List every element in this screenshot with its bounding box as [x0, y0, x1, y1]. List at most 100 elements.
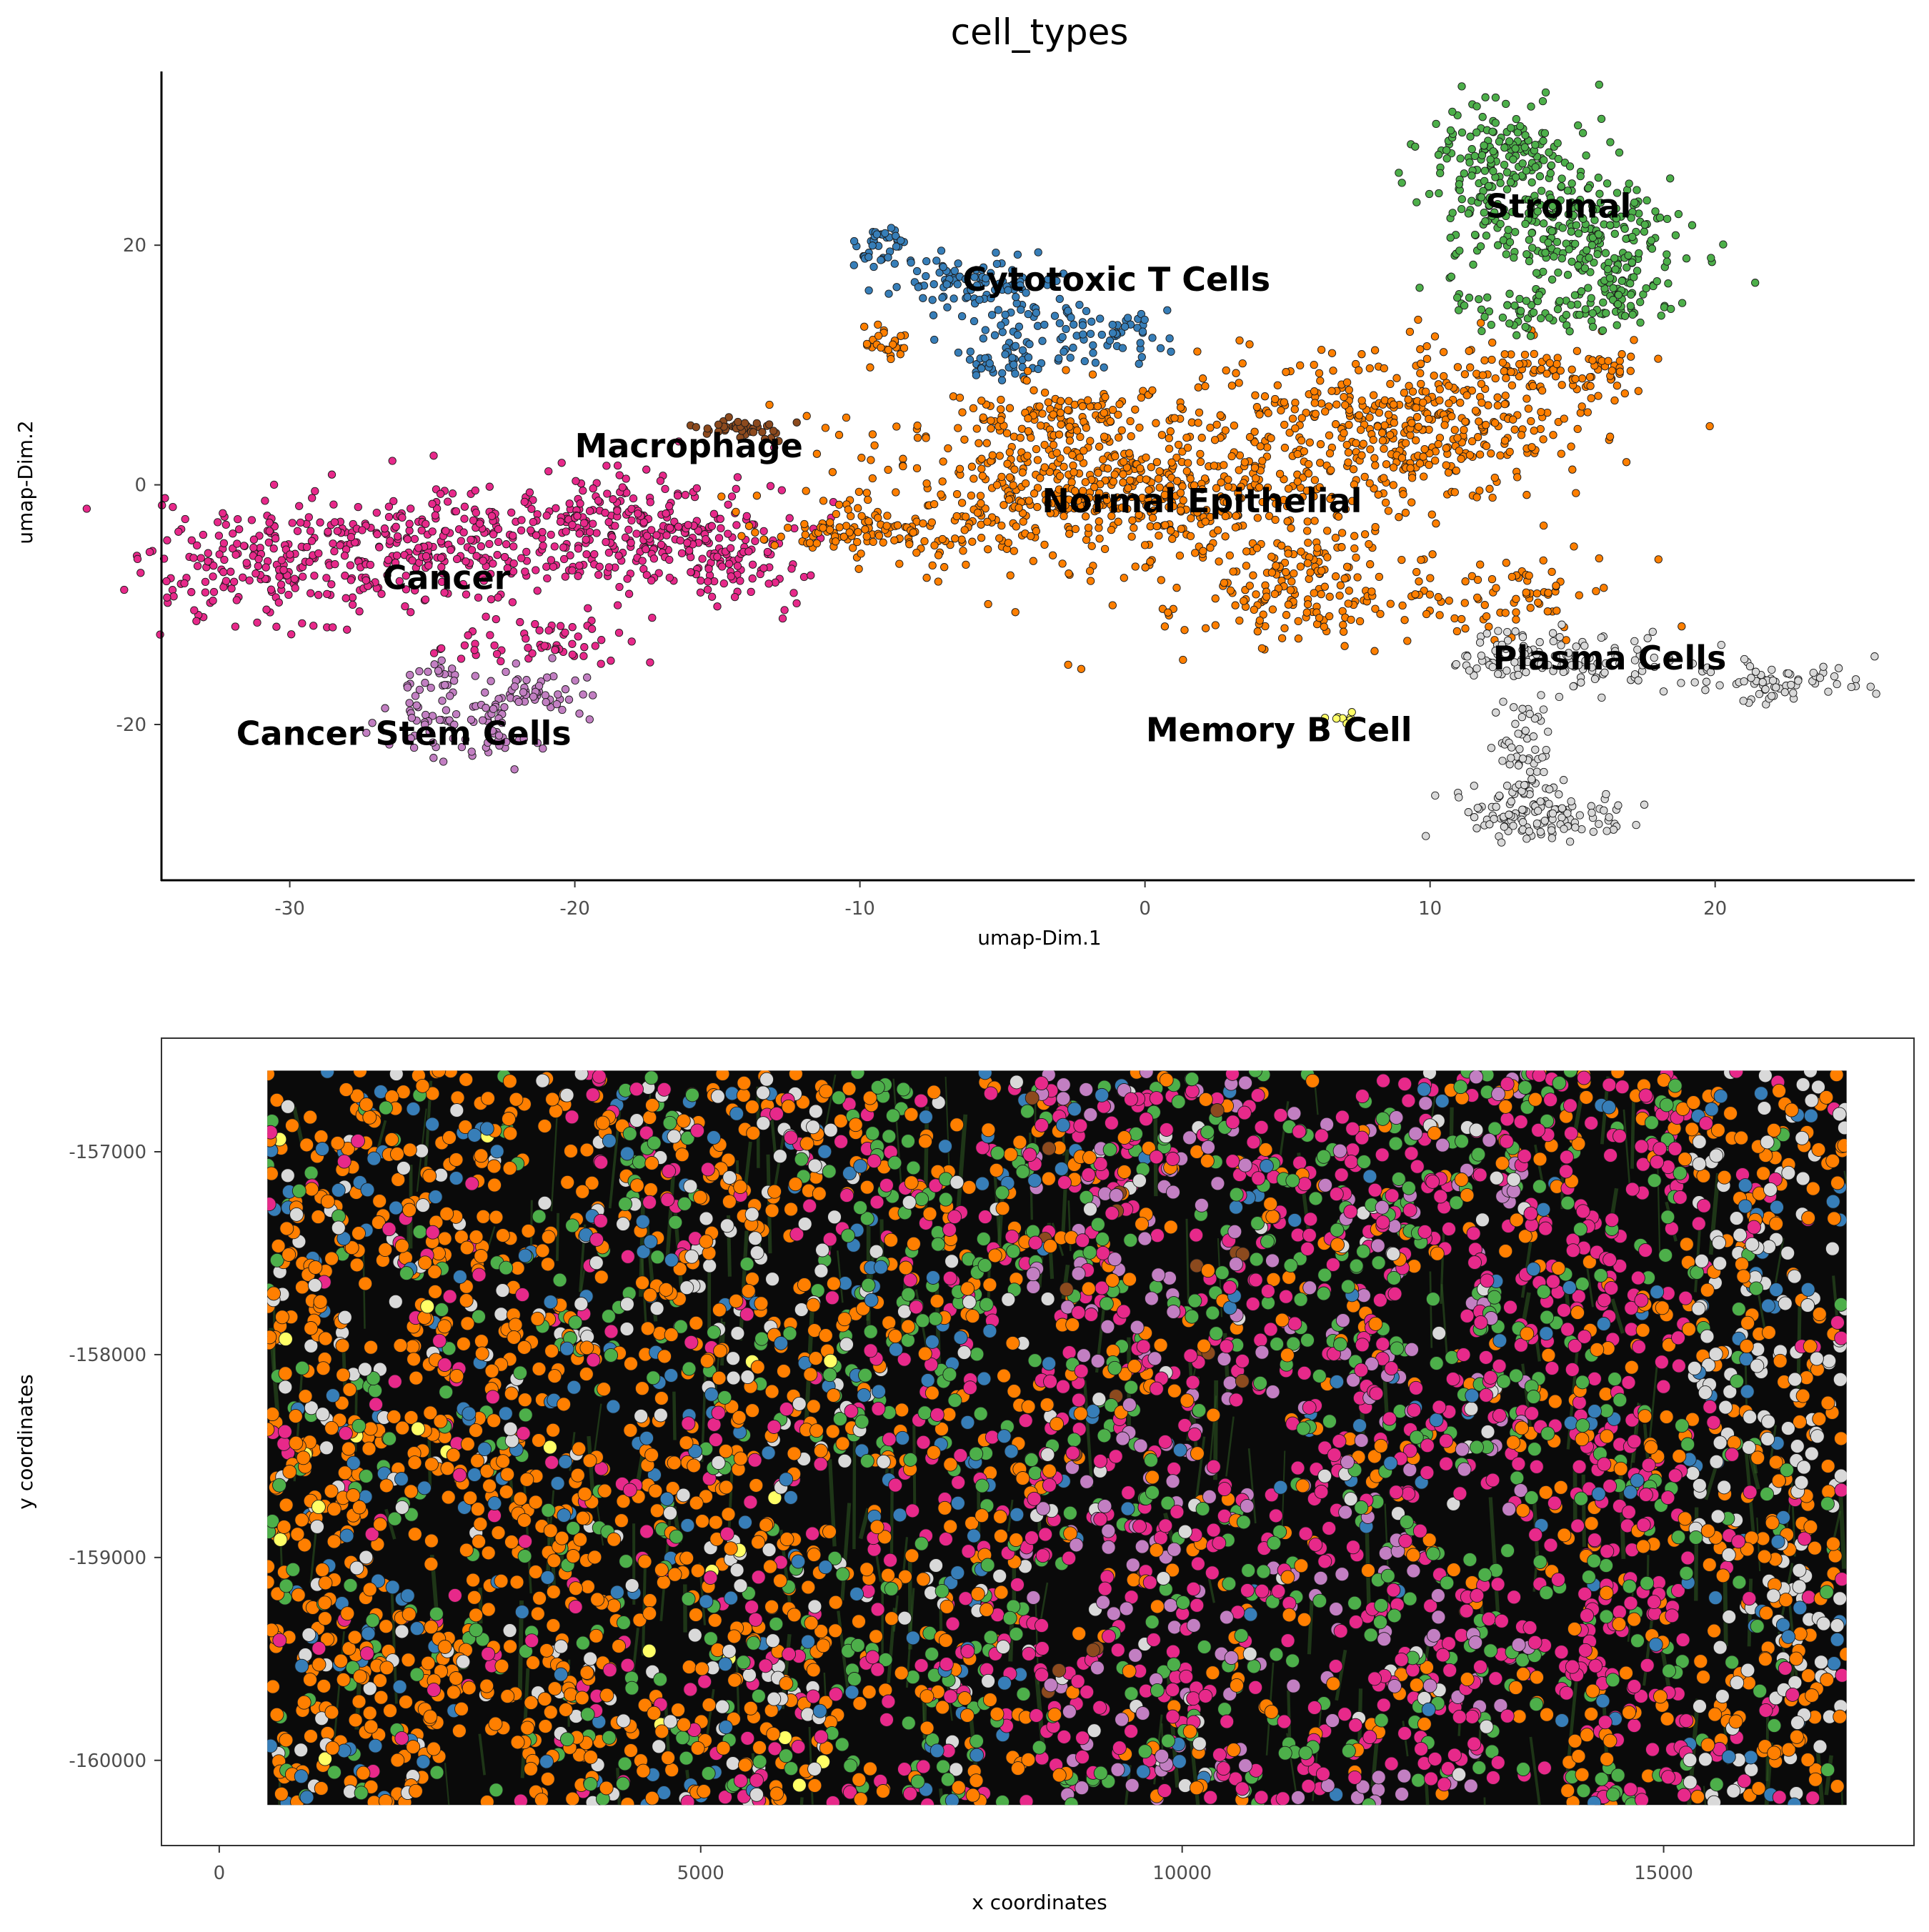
- umap-point: [214, 519, 221, 526]
- umap-point: [569, 640, 576, 647]
- umap-point: [1501, 400, 1508, 407]
- umap-point: [1507, 368, 1515, 375]
- umap-point: [1032, 309, 1040, 317]
- umap-point: [953, 490, 960, 497]
- umap-point: [1482, 94, 1489, 101]
- umap-point: [865, 254, 872, 261]
- umap-point: [234, 515, 241, 522]
- umap-point: [1790, 689, 1797, 697]
- spatial-cell-point: [1773, 1354, 1787, 1368]
- umap-point: [1276, 470, 1283, 477]
- spatial-cell-point: [1280, 1290, 1293, 1303]
- umap-point: [1350, 466, 1357, 473]
- spatial-cell-point: [304, 1110, 317, 1124]
- umap-point: [958, 312, 965, 319]
- umap-point: [523, 677, 530, 684]
- umap-point: [1608, 367, 1615, 374]
- umap-point: [847, 512, 854, 519]
- umap-point: [1508, 744, 1515, 751]
- umap-point: [596, 563, 603, 570]
- umap-point: [1595, 231, 1602, 238]
- umap-point: [974, 509, 981, 516]
- umap-point: [1141, 542, 1148, 549]
- umap-point: [629, 494, 637, 502]
- umap-point: [1536, 173, 1543, 180]
- umap-point: [1198, 434, 1205, 442]
- spatial-cell-point: [482, 1603, 495, 1616]
- umap-point: [1511, 302, 1518, 309]
- umap-point: [1366, 414, 1373, 421]
- umap-point: [1017, 434, 1024, 442]
- umap-point: [1310, 388, 1317, 395]
- umap-point: [1066, 423, 1073, 430]
- umap-point: [733, 522, 740, 529]
- umap-point: [1417, 380, 1425, 387]
- umap-point: [324, 528, 332, 535]
- umap-point: [1181, 627, 1188, 634]
- umap-point: [1065, 407, 1072, 414]
- umap-point: [1003, 429, 1010, 437]
- umap-point: [439, 697, 446, 704]
- umap-point: [1057, 397, 1064, 404]
- umap-point: [865, 287, 872, 294]
- umap-point: [1572, 824, 1579, 831]
- umap-point: [1602, 249, 1609, 257]
- umap-point: [1079, 402, 1086, 409]
- umap-point: [977, 534, 985, 542]
- umap-point: [267, 586, 274, 593]
- umap-point: [1499, 314, 1506, 321]
- umap-point: [1494, 402, 1501, 409]
- umap-point: [1527, 604, 1534, 612]
- spatial-cell-point: [1463, 1553, 1477, 1566]
- umap-point: [1096, 535, 1103, 542]
- umap-point: [1358, 452, 1365, 459]
- umap-point: [1473, 494, 1480, 501]
- umap-point: [616, 583, 623, 590]
- umap-point: [914, 422, 921, 429]
- umap-point: [873, 231, 880, 238]
- umap-point: [1665, 280, 1672, 287]
- umap-point: [829, 469, 836, 476]
- umap-point: [404, 536, 411, 543]
- umap-y-tick-label: 20: [123, 235, 146, 257]
- umap-point: [1578, 375, 1585, 382]
- umap-point: [580, 519, 587, 527]
- umap-point: [989, 452, 996, 459]
- umap-point: [1167, 428, 1174, 435]
- umap-point: [1627, 280, 1634, 287]
- umap-point: [239, 574, 246, 581]
- umap-point: [1014, 332, 1021, 339]
- umap-point: [1457, 205, 1465, 212]
- umap-point: [1529, 244, 1536, 252]
- chart-title: cell_types: [951, 11, 1129, 53]
- umap-point: [1481, 357, 1488, 364]
- umap-point: [1540, 706, 1547, 713]
- umap-point: [1120, 458, 1127, 465]
- umap-point: [1511, 426, 1518, 433]
- umap-point: [1519, 160, 1526, 167]
- spatial-cell-point: [581, 1580, 594, 1593]
- umap-point: [559, 706, 566, 713]
- spatial-cell-point: [311, 1210, 325, 1224]
- umap-point: [614, 507, 621, 514]
- umap-point: [1250, 606, 1257, 613]
- umap-point: [931, 542, 938, 549]
- spatial-cell-point: [635, 1382, 649, 1395]
- umap-point: [982, 327, 989, 334]
- umap-point: [280, 567, 287, 574]
- umap-point: [510, 559, 517, 567]
- umap-point: [674, 492, 681, 499]
- umap-point: [328, 471, 335, 478]
- umap-point: [1530, 309, 1537, 316]
- umap-point: [1595, 174, 1602, 181]
- umap-point: [1416, 284, 1423, 292]
- umap-point: [894, 522, 901, 529]
- umap-point: [552, 504, 559, 512]
- umap-point: [801, 520, 808, 527]
- umap-point: [1200, 547, 1207, 554]
- umap-point: [442, 527, 449, 534]
- umap-point: [1287, 524, 1295, 532]
- umap-point: [1022, 479, 1029, 487]
- umap-point: [1307, 569, 1314, 576]
- umap-series-cancer: [83, 438, 837, 668]
